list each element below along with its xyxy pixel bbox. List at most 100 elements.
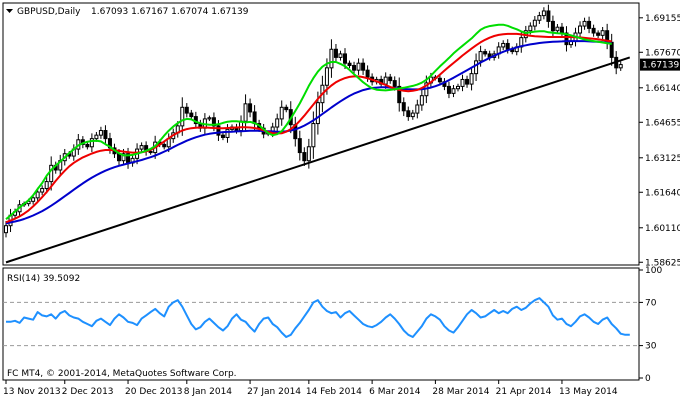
current-price-marker (640, 58, 680, 71)
rsi-axis-label: 30 (645, 342, 657, 352)
rsi-title: RSI(14) 39.5092 (7, 274, 80, 284)
ma-mid-line (5, 32, 612, 224)
price-axis-label: 1.63125 (645, 154, 680, 164)
candle-body (324, 67, 329, 86)
candle-body (343, 53, 347, 64)
rsi-layer (3, 297, 639, 347)
time-axis-label: 21 Apr 2014 (496, 387, 552, 397)
time-axis-label: 20 Dec 2013 (125, 387, 183, 397)
axis-layer: 1.69155 1.67670 1.66140 1.64655 1.63125 1.616… (3, 14, 680, 397)
candle-body (437, 77, 442, 83)
time-axis-label: 28 Mar 2014 (432, 387, 489, 397)
candle-body (618, 64, 623, 69)
candle-body (347, 62, 352, 67)
candle-body (352, 65, 357, 71)
price-panel (2, 2, 640, 266)
candle-body (207, 117, 212, 120)
price-axis-label: 1.61640 (645, 188, 680, 198)
candle-body (550, 20, 555, 32)
candle-body (189, 112, 194, 118)
copyright-text: FC MT4, © 2001-2014, MetaQuotes Software… (7, 369, 237, 379)
candle-body (537, 15, 542, 21)
candle-body (184, 106, 189, 114)
time-axis-label: 2 Dec 2013 (62, 387, 114, 397)
candle-body (275, 118, 280, 128)
time-axis-label: 13 Nov 2013 (3, 387, 61, 397)
price-axis-label: 1.69155 (645, 14, 680, 24)
candle-body (578, 25, 583, 34)
candle-body (180, 106, 185, 127)
candle-body (216, 125, 221, 136)
candle-body (478, 51, 483, 62)
candle-body (555, 26, 560, 32)
time-axis-label: 27 Jan 2014 (247, 387, 301, 397)
time-axis-label: 13 May 2014 (559, 387, 618, 397)
candle-body (415, 104, 420, 114)
candle-body (243, 103, 248, 122)
price-axis-label: 1.60110 (645, 224, 680, 234)
candle-body (35, 191, 40, 199)
candle-body (121, 153, 126, 162)
candle-body (356, 62, 361, 71)
candle-body (392, 80, 397, 87)
candle-body (279, 106, 284, 120)
candle-body (40, 188, 45, 193)
candle-body (564, 32, 569, 46)
candle-body (582, 20, 587, 27)
price-axis-label: 1.58625 (645, 258, 680, 268)
candle-body (406, 110, 411, 118)
rsi-axis-label: 70 (645, 298, 657, 308)
candle-body (211, 117, 216, 127)
candle-body (365, 69, 370, 78)
candle-body (248, 103, 253, 113)
candle-body (333, 48, 338, 58)
price-axis-label: 1.64655 (645, 118, 680, 128)
candle-body (31, 197, 36, 202)
candle-body (541, 10, 546, 17)
candle-body (85, 143, 90, 148)
candle-body (460, 78, 465, 87)
rsi-panel (2, 267, 640, 381)
ma-slow-line (5, 40, 612, 225)
candle-body (4, 225, 8, 234)
candle-body (329, 48, 334, 69)
candle-body (225, 128, 230, 138)
candle-body (397, 85, 402, 104)
candle-body (451, 88, 456, 94)
candle-body (546, 10, 551, 22)
candle-body (315, 102, 320, 125)
candle-body (446, 85, 451, 94)
candle-body (44, 181, 49, 190)
candle-body (559, 26, 564, 34)
candle-body (388, 76, 393, 82)
candle-body (410, 112, 415, 118)
candle-body (297, 138, 302, 154)
candle-body (600, 30, 605, 36)
candle-body (532, 19, 537, 27)
candle-body (311, 123, 316, 148)
rsi-line (6, 297, 630, 338)
candle-body (419, 95, 424, 106)
candle-body (220, 134, 225, 138)
time-axis-label: 8 Jan 2014 (184, 387, 232, 397)
candle-body (284, 106, 289, 111)
candle-body (528, 25, 533, 32)
candle-body (456, 85, 460, 90)
candle-body (469, 73, 474, 85)
time-axis-label: 14 Feb 2014 (306, 387, 362, 397)
candle-body (98, 130, 103, 136)
candle-body (591, 27, 596, 34)
ohlc-readout: 1.67093 1.67167 1.67074 1.67139 (91, 7, 249, 17)
candle-body (89, 138, 94, 148)
candle-body (587, 20, 592, 29)
rsi-axis-label: 0 (645, 374, 651, 384)
candle-body (302, 152, 307, 162)
candle-body (148, 150, 153, 154)
candle-body (383, 76, 388, 85)
chart-title: GBPUSD,Daily (17, 7, 81, 17)
candle-body (162, 143, 167, 148)
price-axis-label: 1.66140 (645, 84, 680, 94)
candle-body (103, 130, 108, 140)
candle-body (401, 102, 406, 112)
